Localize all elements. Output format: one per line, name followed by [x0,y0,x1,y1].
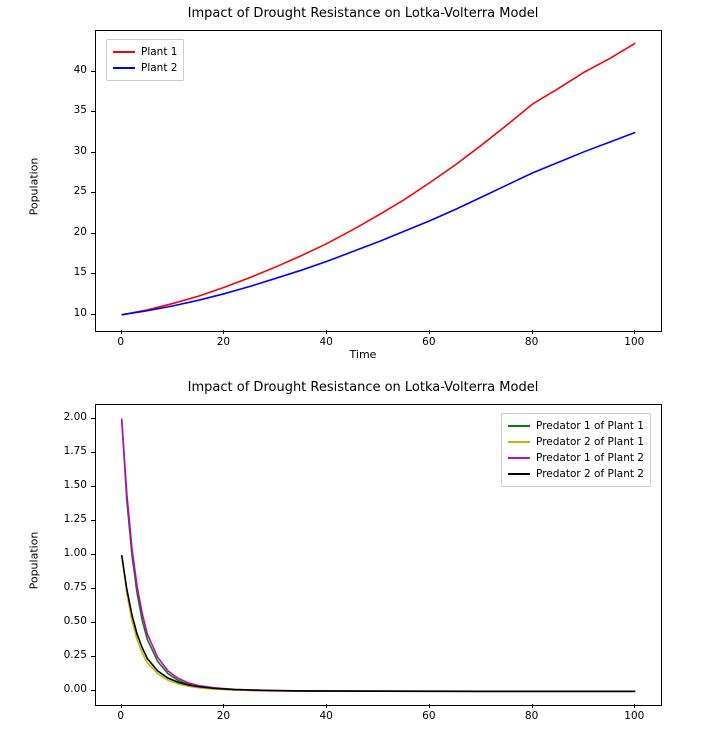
legend-label: Predator 1 of Plant 2 [536,452,644,464]
xtick-label: 20 [208,710,238,722]
xtick-mark [532,330,533,334]
ytick-label: 0.00 [47,683,87,695]
xtick-label: 100 [619,710,649,722]
ytick-label: 20 [47,226,87,238]
legend-item: Predator 2 of Plant 2 [508,466,644,482]
ytick-label: 1.00 [47,547,87,559]
top-subplot: Impact of Drought Resistance on Lotka-Vo… [0,0,726,374]
xtick-label: 100 [619,336,649,348]
legend-label: Predator 2 of Plant 1 [536,436,644,448]
ytick-mark [91,273,95,274]
ytick-mark [91,588,95,589]
ytick-mark [91,554,95,555]
bottom-subplot: Impact of Drought Resistance on Lotka-Vo… [0,374,726,748]
series-line [122,555,636,691]
xtick-label: 80 [517,336,547,348]
ytick-mark [91,656,95,657]
ytick-label: 10 [47,307,87,319]
top-chart-ylabel: Population [28,147,41,227]
series-line [122,555,636,691]
ytick-mark [91,111,95,112]
xtick-mark [634,330,635,334]
legend-item: Predator 1 of Plant 1 [508,418,644,434]
ytick-mark [91,452,95,453]
xtick-mark [429,704,430,708]
legend-swatch [508,425,530,427]
ytick-mark [91,690,95,691]
xtick-mark [634,704,635,708]
legend-label: Plant 1 [141,46,177,58]
legend-swatch [113,51,135,53]
bottom-chart-title: Impact of Drought Resistance on Lotka-Vo… [0,380,726,395]
ytick-mark [91,233,95,234]
ytick-label: 40 [47,64,87,76]
xtick-label: 60 [414,336,444,348]
xtick-label: 80 [517,710,547,722]
ytick-label: 35 [47,104,87,116]
legend-swatch [508,457,530,459]
xtick-label: 0 [106,336,136,348]
ytick-mark [91,192,95,193]
ytick-mark [91,486,95,487]
legend-swatch [113,67,135,69]
legend-item: Plant 2 [113,60,177,76]
ytick-label: 0.50 [47,615,87,627]
bottom-legend: Predator 1 of Plant 1 Predator 2 of Plan… [501,413,651,487]
legend-label: Predator 1 of Plant 1 [536,420,644,432]
legend-label: Plant 2 [141,62,177,74]
xtick-mark [223,704,224,708]
xtick-mark [429,330,430,334]
xtick-label: 40 [311,336,341,348]
legend-label: Predator 2 of Plant 2 [536,468,644,480]
ytick-label: 25 [47,185,87,197]
xtick-mark [532,704,533,708]
xtick-mark [326,704,327,708]
top-chart-xlabel: Time [0,348,726,361]
ytick-label: 2.00 [47,411,87,423]
legend-swatch [508,473,530,475]
ytick-label: 15 [47,266,87,278]
legend-swatch [508,441,530,443]
top-chart-title: Impact of Drought Resistance on Lotka-Vo… [0,6,726,21]
ytick-mark [91,520,95,521]
xtick-label: 0 [106,710,136,722]
ytick-label: 1.50 [47,479,87,491]
ytick-mark [91,418,95,419]
series-line [122,43,636,315]
xtick-mark [223,330,224,334]
legend-item: Predator 1 of Plant 2 [508,450,644,466]
top-legend: Plant 1 Plant 2 [106,39,184,81]
ytick-mark [91,622,95,623]
ytick-mark [91,314,95,315]
xtick-label: 20 [208,336,238,348]
legend-item: Predator 2 of Plant 1 [508,434,644,450]
legend-item: Plant 1 [113,44,177,60]
xtick-label: 40 [311,710,341,722]
ytick-mark [91,152,95,153]
ytick-label: 1.25 [47,513,87,525]
bottom-chart-ylabel: Population [28,521,41,601]
ytick-label: 30 [47,145,87,157]
ytick-label: 0.75 [47,581,87,593]
series-line [122,132,636,314]
xtick-mark [326,330,327,334]
figure: Impact of Drought Resistance on Lotka-Vo… [0,0,726,748]
xtick-label: 60 [414,710,444,722]
xtick-mark [121,330,122,334]
bottom-plot-area: Predator 1 of Plant 1 Predator 2 of Plan… [95,404,662,706]
xtick-mark [121,704,122,708]
top-plot-area: Plant 1 Plant 2 [95,30,662,332]
ytick-mark [91,71,95,72]
ytick-label: 1.75 [47,445,87,457]
ytick-label: 0.25 [47,649,87,661]
